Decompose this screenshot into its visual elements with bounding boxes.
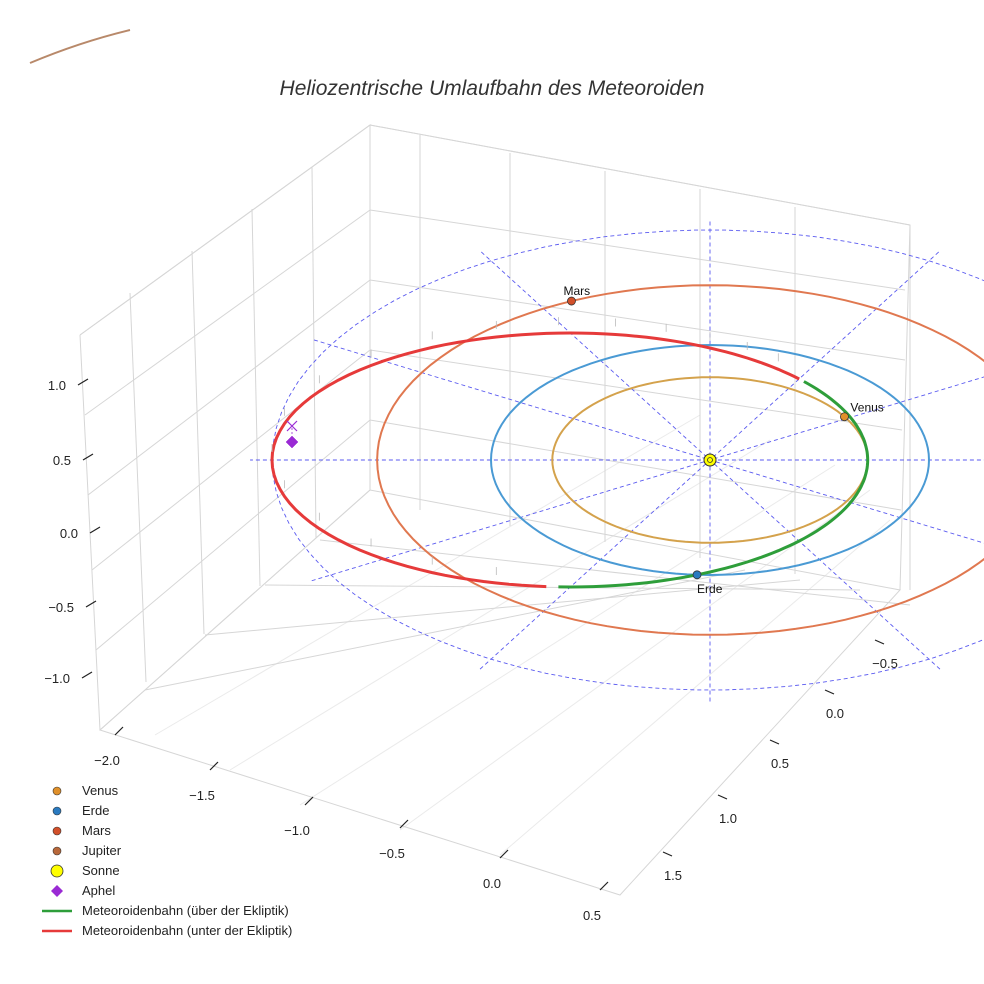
orbit-jupiter [29,29,131,64]
grid-line [84,209,906,416]
x-axis-tick [114,726,124,736]
x-axis-tick [304,796,314,806]
axis-panes [79,124,911,896]
orbit-erde [489,343,930,577]
grid-line [499,519,891,856]
legend-marker [51,885,63,897]
grid-line [399,489,871,831]
z-axis-tick-label: 1.0 [48,378,66,393]
z-axis-tick-label: −1.0 [44,671,70,686]
axis-ticks: −1.0 −0.5 0.0 0.5 1.0 −2.0 −1.5 −1.0 −0.5 0.0 0.5 −… [44,378,898,923]
chart-title: Heliozentrische Umlaufbahn des Meteoroid… [280,77,705,100]
grid-lines [79,124,911,856]
grid-line [144,569,746,691]
planet-label: Mars [563,284,590,298]
grid-line [204,579,801,636]
legend-label: Mars [82,823,111,838]
y-axis-tick [824,689,835,695]
legend-label: Aphel [82,883,115,898]
grid-line [299,464,836,806]
x-axis-tick [399,819,409,829]
legend: Venus Erde Mars Jupiter Sonne Aphel Meteoroide… [42,783,292,938]
back-wall-left [79,124,371,731]
grid-line [319,539,911,606]
z-axis-tick [77,378,89,386]
meteoroid-orbit-below [270,331,800,589]
grid-line [311,166,317,539]
grid-line [129,292,147,683]
legend-marker [52,806,62,816]
meteoroid-orbit-above [558,380,870,589]
planet-orbits [29,29,984,636]
x-axis-tick-label: 0.0 [483,876,501,891]
orbit-venus [551,376,869,544]
planet-markers: Venus Erde Mars [285,284,884,596]
x-axis-tick-label: 0.5 [583,908,601,923]
aphelion-marker [285,435,299,449]
y-axis-tick-label: 0.0 [826,706,844,721]
venus-marker [840,412,849,422]
grid-line [95,419,902,651]
x-axis-tick-label: −0.5 [379,846,405,861]
legend-label: Sonne [82,863,120,878]
mars-marker [567,296,576,306]
erde-marker [692,570,702,580]
y-axis-tick [874,639,885,645]
z-axis-tick-label: −0.5 [48,600,74,615]
z-axis-tick-label: 0.0 [60,526,78,541]
z-axis-tick [89,526,101,534]
grid-line [191,250,205,635]
legend-label: Erde [82,803,109,818]
y-axis-tick [717,794,728,800]
grid-line [91,349,903,571]
planet-label: Erde [697,582,723,596]
x-axis-tick [599,881,609,891]
y-axis-tick-label: 1.0 [719,811,737,826]
x-axis-tick-label: −1.5 [189,788,215,803]
legend-label: Venus [82,783,119,798]
grid-line [251,208,261,587]
legend-marker [52,846,62,856]
x-axis-tick-label: −1.0 [284,823,310,838]
legend-marker [52,826,62,836]
legend-label: Meteoroidenbahn (unter der Ekliptik) [82,923,292,938]
planet-label: Venus [850,401,883,415]
aphelion-cross [286,420,298,432]
floor-outline [99,489,901,896]
z-axis-tick [85,600,97,608]
legend-label: Jupiter [82,843,122,858]
y-axis-tick [662,851,673,857]
grid-line [229,439,771,771]
z-axis-tick [82,453,94,461]
y-axis-tick-label: 1.5 [664,868,682,883]
x-axis-tick-label: −2.0 [94,753,120,768]
grid-line [79,124,911,336]
sun-marker [703,453,717,467]
legend-label: Meteoroidenbahn (über der Ekliptik) [82,903,289,918]
y-axis-tick-label: 0.5 [771,756,789,771]
ecliptic-reference [250,218,984,702]
x-axis-tick [499,849,509,859]
grid-line [154,414,701,736]
grid-line [87,279,906,496]
z-axis-tick [81,671,93,679]
x-axis-tick [209,761,219,771]
meteoroid-orbit [270,317,870,589]
legend-marker [50,864,64,878]
legend-marker [52,786,62,796]
y-axis-tick-label: −0.5 [872,656,898,671]
orbit-mars [376,284,984,636]
sun-marker-inner [707,457,713,463]
z-axis-tick-label: 0.5 [53,453,71,468]
y-axis-tick [769,739,780,745]
